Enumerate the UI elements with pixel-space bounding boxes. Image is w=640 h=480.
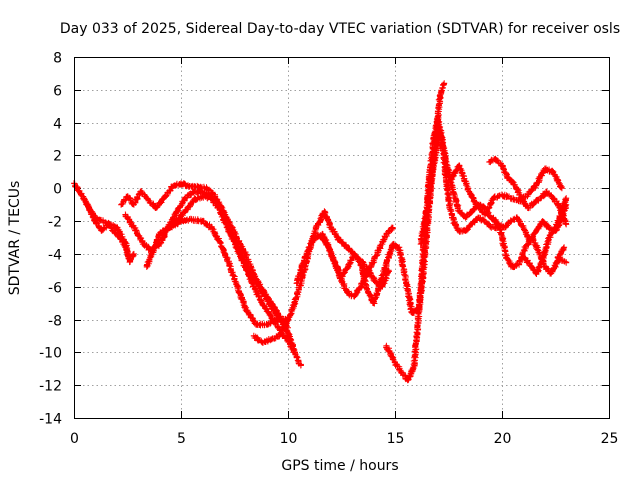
y-tick-label: -4 <box>48 248 62 264</box>
y-tick-label: -6 <box>48 281 62 297</box>
series-markers <box>122 188 298 356</box>
y-tick-label: 4 <box>53 117 62 133</box>
y-tick-label: -10 <box>39 346 62 362</box>
x-tick-label: 25 <box>601 431 619 447</box>
series-arc-15 <box>520 195 570 277</box>
y-tick-label: 8 <box>53 51 62 67</box>
y-tick-label: -2 <box>48 215 62 231</box>
series-markers <box>83 201 137 266</box>
x-tick-label: 0 <box>70 431 79 447</box>
chart-title: Day 033 of 2025, Sidereal Day-to-day VTE… <box>60 21 620 37</box>
series-markers <box>490 214 568 277</box>
y-tick-label: 0 <box>53 182 62 198</box>
x-tick-label: 10 <box>280 431 298 447</box>
x-tick-labels: 0 5 10 15 20 25 <box>70 431 618 447</box>
series-arc-16 <box>554 253 570 266</box>
series-markers <box>143 193 304 369</box>
x-tick-label: 15 <box>387 431 405 447</box>
y-tick-label: -14 <box>39 412 62 428</box>
plot-frame <box>74 57 610 419</box>
y-tick-labels: -14 -12 -10 -8 -6 -4 -2 0 2 4 6 8 <box>39 51 62 428</box>
y-tick-label: 2 <box>53 149 62 165</box>
y-tick-label: 6 <box>53 84 62 100</box>
series-arc-2 <box>83 201 137 266</box>
series-markers <box>167 215 291 329</box>
series-arc-6 <box>167 215 291 329</box>
y-axis-label: SDTVAR / TECUs <box>7 181 23 296</box>
series-markers <box>554 253 570 266</box>
series-arc-5 <box>143 193 304 369</box>
y-tick-label: -8 <box>48 314 62 330</box>
series-arc-4 <box>122 188 298 356</box>
series-markers <box>250 208 392 346</box>
series-arc-7 <box>250 208 392 346</box>
series-arc-14 <box>490 214 568 277</box>
x-tick-label: 20 <box>494 431 512 447</box>
series-markers <box>447 162 565 218</box>
data-series <box>71 80 570 384</box>
x-tick-label: 5 <box>177 431 186 447</box>
series-markers <box>520 195 570 277</box>
y-tick-label: -12 <box>39 379 62 395</box>
x-axis-label: GPS time / hours <box>281 458 398 474</box>
series-arc-12 <box>447 162 565 218</box>
